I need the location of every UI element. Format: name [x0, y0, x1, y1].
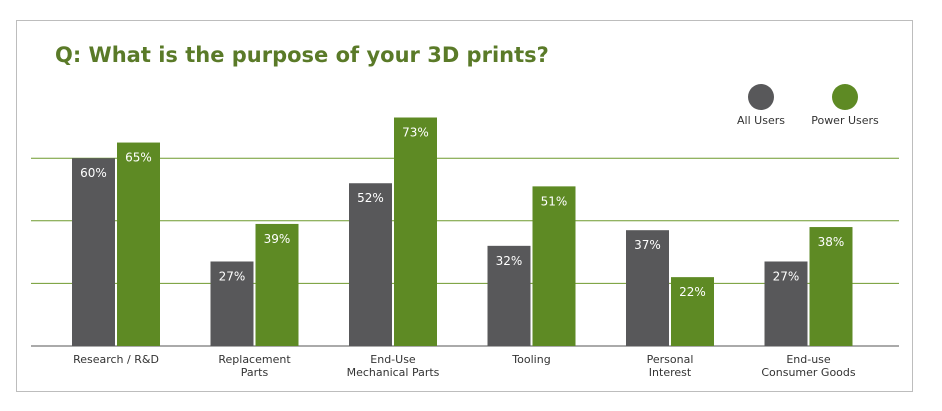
bar-all-users-5 — [764, 261, 808, 346]
bar-value-label: 65% — [125, 151, 152, 165]
bar-power-users-4 — [671, 277, 714, 346]
legend-label-power-users: Power Users — [811, 114, 879, 127]
bar-value-label: 73% — [402, 126, 429, 140]
category-label: Research / R&D — [73, 353, 159, 366]
category-label: End-Use — [370, 353, 416, 366]
bar-all-users-2 — [349, 183, 392, 346]
category-label: Tooling — [511, 353, 550, 366]
category-label: End-use — [786, 353, 831, 366]
bar-power-users-5 — [809, 227, 853, 346]
bar-chart: 60% 65% Research / R&D 27% 39% ReplacementPar… — [31, 84, 899, 379]
legend-swatch-power-users — [832, 84, 858, 110]
chart-title: Q: What is the purpose of your 3D prints… — [55, 43, 549, 67]
bar-value-label: 27% — [773, 269, 800, 283]
bar-value-label: 22% — [679, 285, 706, 299]
legend-label-all-users: All Users — [737, 114, 785, 127]
bar-all-users-4 — [626, 230, 669, 346]
bar-value-label: 37% — [634, 238, 661, 252]
category-label: Parts — [241, 366, 269, 379]
bar-power-users-3 — [532, 186, 576, 346]
category-label: Replacement — [218, 353, 291, 366]
bar-all-users-0 — [72, 158, 115, 346]
bar-power-users-2 — [394, 117, 437, 346]
bar-all-users-1 — [210, 261, 254, 346]
bar-value-label: 52% — [357, 191, 384, 205]
bar-value-label: 60% — [80, 166, 107, 180]
bar-value-label: 39% — [264, 232, 291, 246]
bar-value-label: 32% — [496, 254, 523, 268]
legend-swatch-all-users — [748, 84, 774, 110]
chart-frame: Q: What is the purpose of your 3D prints… — [16, 20, 913, 392]
category-label: Mechanical Parts — [347, 366, 440, 379]
category-label: Interest — [649, 366, 692, 379]
bar-value-label: 38% — [818, 235, 845, 249]
bar-value-label: 27% — [219, 269, 246, 283]
category-label: Consumer Goods — [761, 366, 856, 379]
bar-power-users-1 — [255, 223, 299, 346]
category-label: Personal — [647, 353, 694, 366]
bar-value-label: 51% — [541, 194, 568, 208]
bar-power-users-0 — [117, 142, 160, 346]
bar-all-users-3 — [487, 245, 531, 346]
